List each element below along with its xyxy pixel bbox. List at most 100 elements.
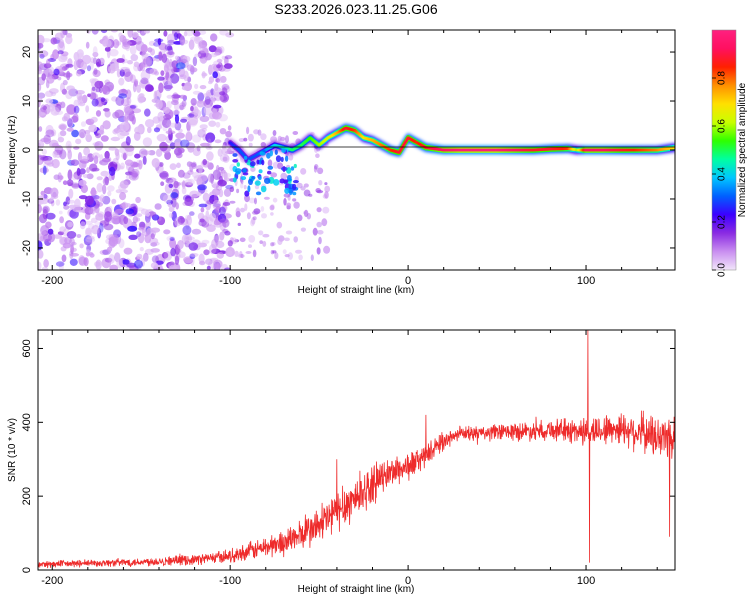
noise-blob: [91, 225, 100, 235]
trace-scatter-dot: [292, 180, 299, 184]
noise-blob: [166, 100, 172, 110]
noise-blob: [45, 129, 55, 138]
noise-blob: [79, 243, 84, 249]
noise-blob: [197, 99, 204, 104]
noise-blob: [78, 256, 88, 267]
noise-blob: [163, 251, 173, 261]
noise-blob: [61, 88, 67, 95]
noise-blob: [93, 68, 98, 75]
noise-blob: [72, 205, 82, 213]
noise-blob: [73, 99, 80, 108]
noise-blob: [75, 70, 82, 77]
noise-blob: [188, 39, 195, 50]
noise-blob: [213, 259, 223, 269]
noise-blob: [104, 257, 113, 263]
noise-blob: [95, 213, 104, 221]
noise-blob: [45, 221, 52, 229]
noise-blob: [239, 251, 243, 258]
colorbar-tick-label: 0.8: [717, 71, 728, 85]
noise-blob: [109, 162, 118, 168]
noise-blob: [197, 92, 205, 102]
noise-blob: [221, 83, 230, 91]
noise-blob: [38, 83, 42, 92]
noise-blob: [168, 127, 172, 135]
noise-blob: [108, 146, 117, 151]
noise-blob: [127, 225, 138, 232]
spectrogram-y-ticks: 20 10 0 -10 -20: [21, 46, 675, 256]
noise-blob: [180, 218, 189, 226]
noise-blob: [140, 150, 151, 155]
noise-blob: [78, 96, 83, 103]
noise-blob: [110, 136, 121, 142]
noise-blob: [263, 196, 270, 200]
noise-blob: [123, 216, 129, 225]
noise-blob: [50, 193, 59, 199]
noise-blob: [194, 83, 199, 90]
noise-blob: [69, 250, 74, 260]
noise-blob: [189, 252, 199, 257]
noise-blob: [185, 220, 190, 230]
noise-blob: [66, 231, 77, 239]
noise-blob: [38, 261, 42, 270]
noise-blob: [174, 121, 182, 131]
noise-blob: [38, 240, 43, 251]
noise-blob: [166, 49, 175, 58]
noise-blob: [197, 212, 205, 221]
noise-blob: [65, 90, 73, 100]
noise-blob: [207, 173, 215, 183]
noise-blob: [38, 126, 43, 132]
noise-blob: [219, 154, 230, 163]
noise-blob: [189, 211, 195, 216]
noise-blob: [103, 223, 114, 231]
noise-blob: [199, 218, 205, 223]
noise-blob: [125, 171, 134, 176]
noise-blob: [42, 165, 47, 175]
noise-blob: [136, 253, 143, 260]
noise-blob: [135, 217, 141, 222]
noise-blob: [157, 76, 165, 81]
noise-blob: [170, 192, 179, 199]
noise-blob: [116, 258, 124, 269]
noise-blob: [222, 202, 231, 206]
trace-scatter-dot: [232, 177, 237, 183]
noise-blob: [109, 264, 119, 270]
noise-blob: [177, 240, 184, 250]
noise-blob: [76, 234, 82, 238]
noise-blob: [63, 112, 70, 121]
noise-blob: [272, 161, 280, 169]
trace-scatter-dot: [242, 168, 247, 173]
trace-scatter-dot: [255, 191, 262, 196]
noise-blob: [158, 51, 163, 61]
noise-blob: [227, 240, 233, 247]
noise-blob: [215, 78, 221, 83]
noise-blob: [224, 230, 231, 236]
noise-blob: [214, 139, 222, 144]
noise-blob: [110, 30, 118, 33]
noise-blob: [108, 254, 115, 264]
noise-blob: [163, 85, 174, 90]
noise-blob: [102, 84, 108, 95]
noise-blob: [184, 214, 192, 221]
noise-blob: [315, 188, 322, 193]
spectrogram-ylabel: Frequency (Hz): [7, 116, 18, 185]
noise-blob: [253, 208, 261, 215]
noise-blob: [269, 205, 275, 211]
noise-blob: [107, 246, 113, 252]
noise-blob: [252, 216, 257, 221]
noise-blob: [135, 196, 141, 204]
x-tick-label: 100: [577, 575, 595, 587]
noise-blob: [206, 224, 216, 232]
noise-blob: [163, 114, 172, 121]
noise-blob: [41, 266, 48, 270]
noise-blob: [197, 184, 207, 191]
noise-blob: [164, 151, 172, 160]
noise-blob: [159, 162, 164, 167]
noise-blob: [95, 58, 102, 68]
noise-blob: [66, 70, 71, 81]
noise-blob: [138, 148, 148, 158]
noise-blob: [213, 219, 221, 226]
noise-blob: [71, 174, 78, 181]
noise-blob: [272, 130, 277, 136]
noise-blob: [54, 110, 64, 116]
